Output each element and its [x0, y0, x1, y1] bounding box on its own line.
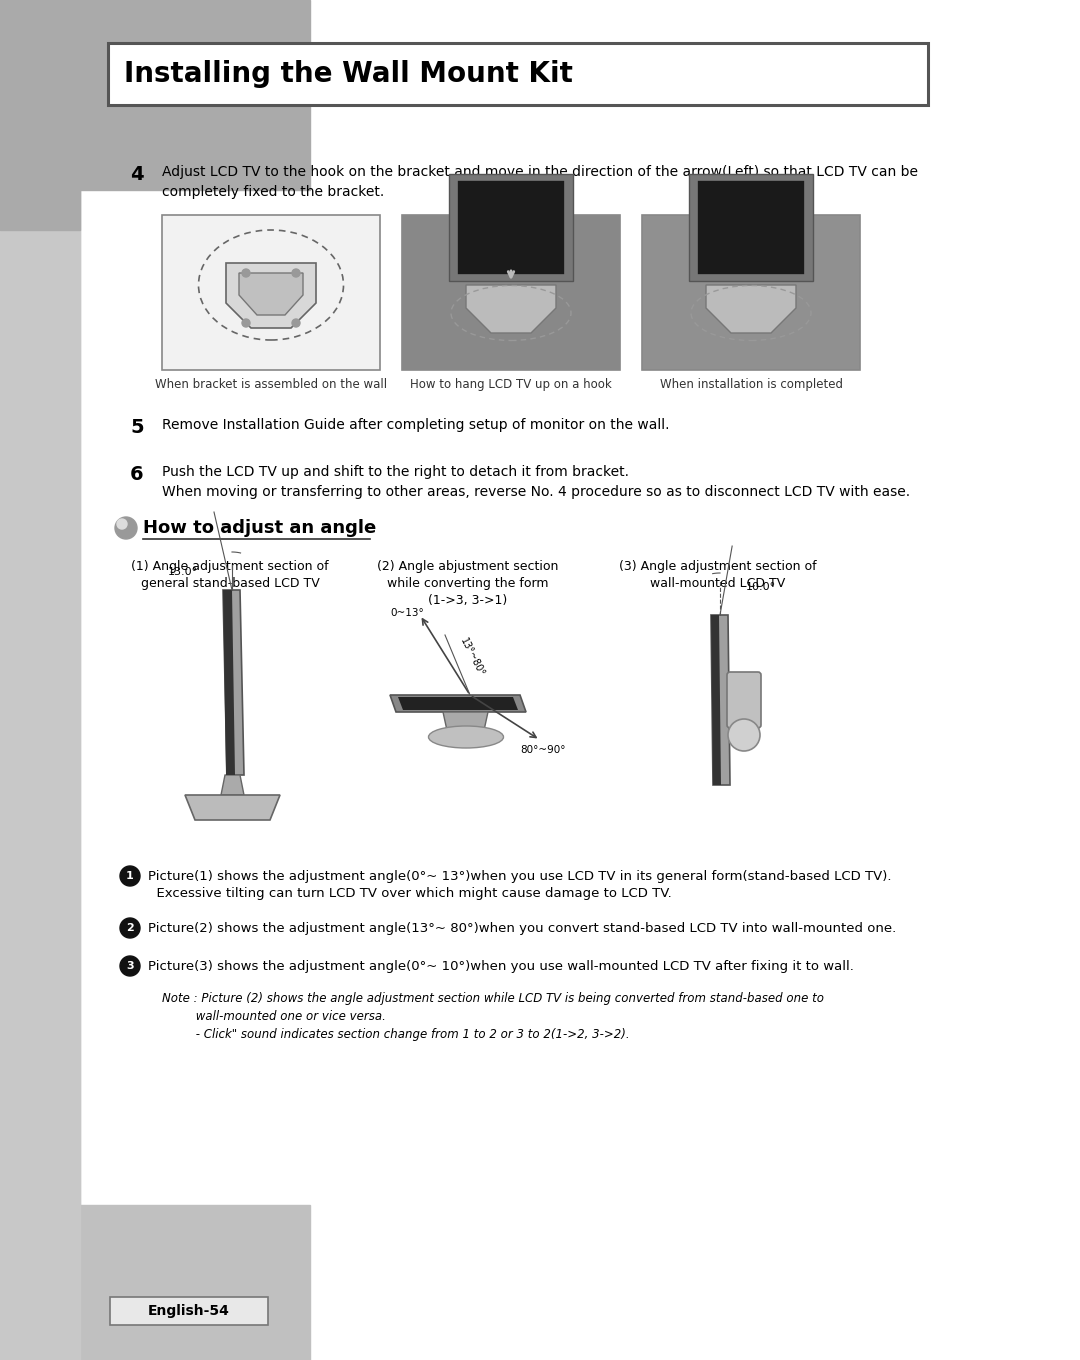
Bar: [402, 215, 620, 370]
Circle shape: [120, 918, 140, 938]
Text: Push the LCD TV up and shift to the right to detach it from bracket.: Push the LCD TV up and shift to the righ…: [162, 465, 629, 479]
Text: 5: 5: [130, 418, 144, 437]
Ellipse shape: [429, 726, 503, 748]
Polygon shape: [222, 590, 244, 775]
Polygon shape: [222, 590, 235, 775]
Polygon shape: [390, 695, 526, 713]
Text: 80°~90°: 80°~90°: [519, 745, 566, 755]
Text: How to adjust an angle: How to adjust an angle: [143, 520, 376, 537]
Text: general stand-based LCD TV: general stand-based LCD TV: [140, 577, 320, 590]
Polygon shape: [226, 262, 316, 328]
Polygon shape: [221, 775, 244, 796]
Text: - Click" sound indicates section change from 1 to 2 or 3 to 2(1->2, 3->2).: - Click" sound indicates section change …: [162, 1028, 630, 1040]
Text: Installing the Wall Mount Kit: Installing the Wall Mount Kit: [124, 60, 572, 88]
FancyBboxPatch shape: [727, 672, 761, 728]
Text: (2) Angle abjustment section: (2) Angle abjustment section: [377, 560, 558, 573]
Circle shape: [292, 269, 300, 277]
Polygon shape: [239, 273, 303, 316]
Text: Picture(1) shows the adjustment angle(0°~ 13°)when you use LCD TV in its general: Picture(1) shows the adjustment angle(0°…: [148, 870, 891, 900]
Polygon shape: [399, 696, 518, 710]
Bar: [697, 180, 805, 275]
Text: 10.0°: 10.0°: [746, 582, 777, 592]
Text: 2: 2: [126, 923, 134, 933]
Text: wall-mounted LCD TV: wall-mounted LCD TV: [650, 577, 785, 590]
Circle shape: [120, 866, 140, 885]
Text: Adjust LCD TV to the hook on the bracket and move in the direction of the arrow(: Adjust LCD TV to the hook on the bracket…: [162, 165, 918, 180]
Text: 6: 6: [130, 465, 144, 484]
Circle shape: [242, 320, 249, 326]
Text: 3: 3: [126, 962, 134, 971]
Text: wall-mounted one or vice versa.: wall-mounted one or vice versa.: [162, 1010, 386, 1023]
Text: When bracket is assembled on the wall: When bracket is assembled on the wall: [154, 378, 387, 392]
Circle shape: [728, 719, 760, 751]
FancyBboxPatch shape: [108, 44, 928, 105]
Circle shape: [114, 517, 137, 539]
Text: 0~13°: 0~13°: [390, 608, 423, 617]
Text: (1->3, 3->1): (1->3, 3->1): [429, 594, 508, 607]
Text: 4: 4: [130, 165, 144, 184]
Bar: [0, 1205, 310, 1360]
Text: How to hang LCD TV up on a hook: How to hang LCD TV up on a hook: [410, 378, 612, 392]
Text: Picture(2) shows the adjustment angle(13°~ 80°)when you convert stand-based LCD : Picture(2) shows the adjustment angle(13…: [148, 922, 896, 936]
Bar: [642, 215, 860, 370]
Text: Note : Picture (2) shows the angle adjustment section while LCD TV is being conv: Note : Picture (2) shows the angle adjus…: [162, 991, 824, 1005]
Text: When moving or transferring to other areas, reverse No. 4 procedure so as to dis: When moving or transferring to other are…: [162, 486, 910, 499]
Text: Picture(3) shows the adjustment angle(0°~ 10°)when you use wall-mounted LCD TV a: Picture(3) shows the adjustment angle(0°…: [148, 960, 854, 972]
Circle shape: [117, 520, 127, 529]
Text: English-54: English-54: [148, 1304, 230, 1318]
Bar: [0, 0, 310, 190]
Polygon shape: [711, 615, 721, 785]
Text: (1) Angle adjustment section of: (1) Angle adjustment section of: [131, 560, 328, 573]
Text: 13.0°: 13.0°: [168, 567, 198, 577]
Circle shape: [242, 269, 249, 277]
Bar: [449, 174, 573, 282]
Text: 1: 1: [126, 870, 134, 881]
Bar: [457, 180, 565, 275]
Polygon shape: [443, 713, 488, 734]
Bar: [162, 215, 380, 370]
Text: 13°~80°: 13°~80°: [458, 636, 486, 679]
Bar: [689, 174, 813, 282]
Text: When installation is completed: When installation is completed: [660, 378, 842, 392]
Text: while converting the form: while converting the form: [388, 577, 549, 590]
Circle shape: [292, 320, 300, 326]
Polygon shape: [185, 796, 280, 820]
Text: completely fixed to the bracket.: completely fixed to the bracket.: [162, 185, 384, 199]
Polygon shape: [711, 615, 730, 785]
Circle shape: [120, 956, 140, 976]
Text: (3) Angle adjustment section of: (3) Angle adjustment section of: [619, 560, 816, 573]
Bar: [0, 0, 80, 230]
FancyBboxPatch shape: [110, 1297, 268, 1325]
Polygon shape: [706, 286, 796, 333]
Bar: [0, 0, 80, 1360]
Polygon shape: [465, 286, 556, 333]
Text: Remove Installation Guide after completing setup of monitor on the wall.: Remove Installation Guide after completi…: [162, 418, 670, 432]
Bar: [0, 0, 80, 1360]
